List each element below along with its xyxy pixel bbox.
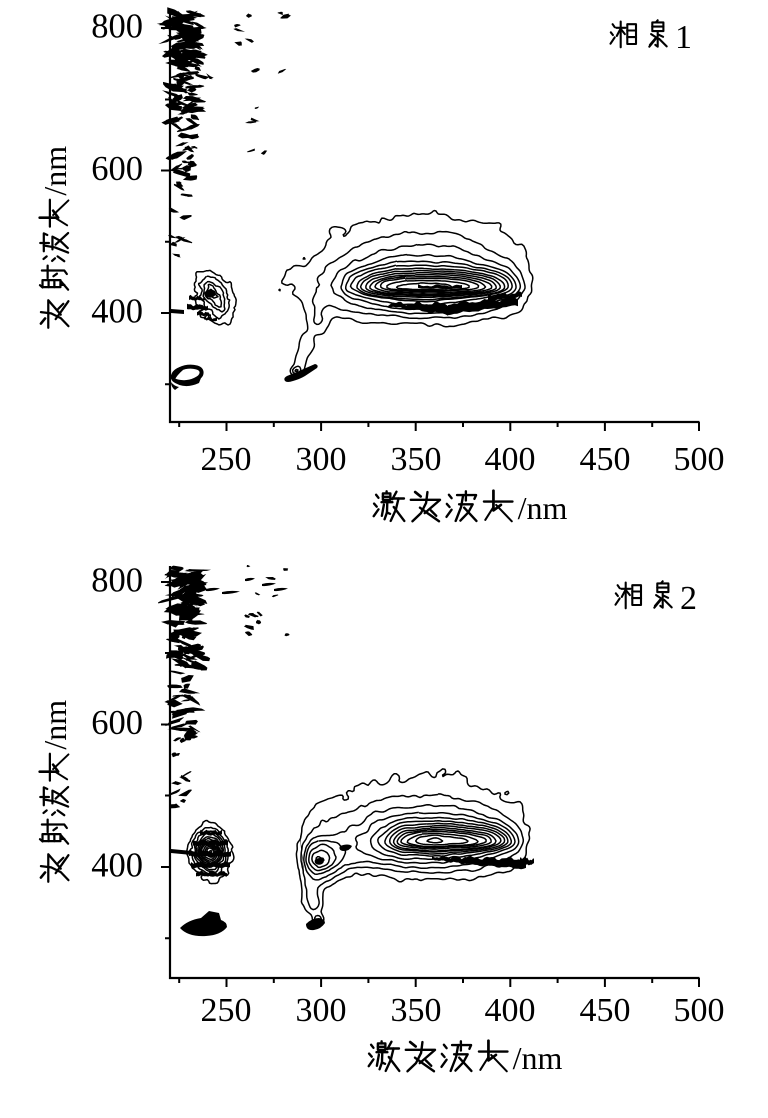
svg-text:/nm: /nm: [37, 700, 73, 750]
svg-text:2: 2: [680, 580, 697, 617]
svg-text:400: 400: [485, 992, 536, 1029]
svg-text:350: 350: [391, 992, 442, 1029]
svg-text:250: 250: [201, 992, 252, 1029]
svg-text:600: 600: [91, 150, 143, 188]
svg-text:1: 1: [675, 19, 692, 56]
svg-text:800: 800: [91, 8, 143, 46]
svg-text:500: 500: [674, 441, 725, 478]
svg-text:400: 400: [91, 293, 143, 331]
svg-text:450: 450: [580, 992, 631, 1029]
svg-text:300: 300: [296, 992, 347, 1029]
svg-text:450: 450: [580, 441, 631, 478]
svg-text:600: 600: [91, 704, 143, 742]
svg-text:400: 400: [91, 847, 143, 885]
svg-text:250: 250: [201, 441, 252, 478]
svg-text:300: 300: [296, 441, 347, 478]
svg-text:350: 350: [391, 441, 442, 478]
svg-text:400: 400: [485, 441, 536, 478]
svg-text:/nm: /nm: [513, 1040, 563, 1076]
svg-text:800: 800: [91, 562, 143, 600]
svg-text:/nm: /nm: [37, 146, 73, 196]
svg-text:/nm: /nm: [518, 490, 568, 526]
svg-text:500: 500: [674, 992, 725, 1029]
